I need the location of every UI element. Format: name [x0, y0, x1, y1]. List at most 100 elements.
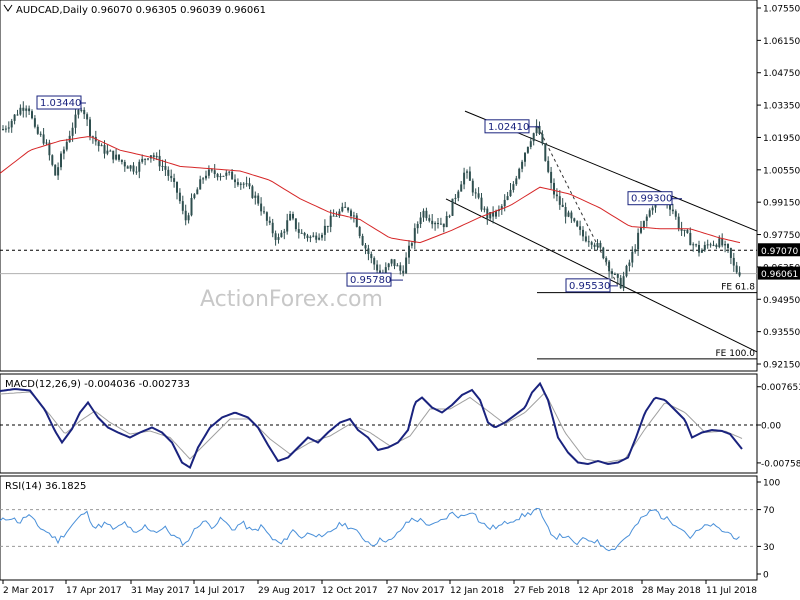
candle-body — [367, 248, 370, 255]
candle-body — [692, 244, 695, 246]
date-tick-label: 14 Jul 2017 — [194, 586, 245, 596]
candle-body — [532, 133, 535, 142]
candle-body — [550, 171, 553, 183]
candle-body — [390, 259, 393, 264]
macd-signal-line — [0, 391, 743, 463]
candle-body — [265, 212, 268, 221]
candle-body — [437, 222, 439, 225]
candle-body — [735, 265, 738, 273]
candle-body — [703, 244, 706, 251]
candle-body — [228, 171, 231, 173]
candle-body — [376, 264, 379, 271]
candle-body — [213, 170, 216, 175]
candle-body — [268, 220, 271, 223]
candle-body — [54, 164, 57, 176]
candle-body — [564, 207, 567, 217]
candle-body — [112, 150, 115, 160]
candle-body — [135, 171, 138, 173]
candle-body — [225, 172, 228, 176]
candle-body — [65, 141, 68, 150]
candle-body — [451, 198, 454, 216]
sma-line — [0, 136, 741, 244]
candle-body — [445, 216, 448, 228]
rsi-tick-label: 100 — [763, 479, 780, 489]
macd-panel-frame — [0, 373, 758, 474]
price-tick-label: 1.01950 — [763, 134, 800, 144]
candle-body — [489, 212, 492, 219]
candle-body — [347, 207, 350, 211]
candle-body — [480, 197, 483, 210]
candle-body — [524, 152, 526, 162]
candle-body — [222, 175, 225, 177]
candle-body — [671, 209, 674, 212]
candle-body — [118, 154, 120, 160]
price-label-text: 1.03440 — [40, 98, 81, 109]
macd-tick-label: 0.007653 — [761, 383, 800, 393]
candle-body — [193, 194, 196, 198]
rsi-tick-label: 30 — [763, 543, 775, 553]
candle-body — [544, 143, 547, 161]
candle-body — [115, 154, 118, 160]
candle-body — [695, 244, 698, 246]
candle-body — [245, 183, 248, 185]
candle-body — [83, 109, 86, 115]
candle-body — [173, 178, 176, 182]
candle-body — [138, 161, 141, 172]
candle-body — [468, 171, 471, 181]
candle-body — [680, 228, 683, 231]
candle-body — [518, 168, 521, 179]
candle-body — [506, 196, 509, 200]
candle-body — [454, 197, 457, 199]
candle-body — [97, 141, 100, 147]
candle-body — [674, 211, 677, 217]
candle-body — [141, 158, 144, 162]
candle-body — [503, 199, 506, 207]
candle-body — [413, 228, 416, 244]
rsi-tick-label: 0 — [763, 571, 769, 581]
candle-body — [715, 244, 718, 248]
candle-body — [350, 210, 352, 217]
candle-body — [283, 231, 286, 233]
candle-body — [71, 127, 74, 136]
candle-body — [16, 114, 19, 116]
candle-body — [613, 274, 616, 276]
price-tick-label: 0.99150 — [763, 199, 800, 209]
candle-body — [553, 182, 555, 195]
candle-body — [123, 161, 126, 167]
candle-body — [463, 172, 466, 185]
candle-body — [323, 225, 326, 235]
date-tick-label: 27 Feb 2018 — [514, 586, 570, 596]
candle-body — [538, 125, 541, 134]
candle-body — [509, 189, 512, 197]
price-tick-label: 1.07550 — [763, 5, 800, 15]
candle-body — [619, 277, 622, 289]
candle-body — [408, 245, 410, 258]
candle-body — [648, 210, 651, 217]
channel-lower-line — [445, 198, 758, 353]
price-label-text: 0.99300 — [631, 194, 672, 205]
candle-body — [234, 179, 236, 183]
candle-body — [608, 261, 611, 272]
price-annotations: 1.03440 0.95780 1.02410 0.95530 0.99300 — [36, 95, 682, 293]
macd-main-line — [0, 381, 743, 469]
candle-body — [567, 212, 570, 217]
candle-body — [300, 232, 303, 234]
rsi-axis: 100 70 30 0 — [757, 479, 780, 581]
price-label: 1.03440 — [36, 95, 86, 110]
candle-body — [190, 197, 193, 216]
candle-body — [202, 178, 205, 180]
candle-body — [706, 244, 709, 246]
candle-body — [651, 207, 654, 211]
candle-body — [338, 211, 341, 216]
candle-body — [547, 160, 550, 172]
candle-body — [457, 191, 460, 198]
candle-body — [686, 229, 689, 233]
rsi-title: RSI(14) 36.1825 — [5, 481, 86, 492]
candle-body — [176, 181, 178, 193]
candle-body — [358, 226, 361, 237]
candle-body — [645, 216, 648, 221]
candle-body — [33, 118, 36, 127]
candle-body — [126, 166, 129, 169]
